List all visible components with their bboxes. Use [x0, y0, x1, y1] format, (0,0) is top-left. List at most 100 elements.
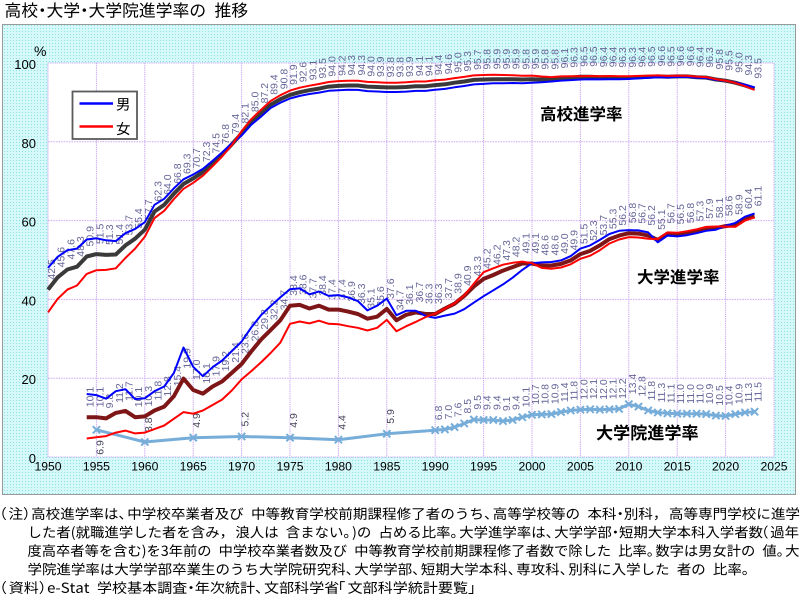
svg-text:96.6: 96.6 [685, 46, 697, 67]
svg-text:93.8: 93.8 [395, 57, 407, 78]
svg-text:34.7: 34.7 [278, 290, 290, 311]
svg-text:96.3: 96.3 [627, 47, 639, 68]
svg-text:96.5: 96.5 [646, 46, 658, 67]
svg-text:96.4: 96.4 [637, 47, 649, 68]
svg-text:11.8: 11.8 [153, 381, 165, 401]
svg-text:94.3: 94.3 [356, 55, 368, 76]
svg-text:60: 60 [22, 215, 36, 230]
svg-text:17.9: 17.9 [211, 356, 223, 377]
svg-text:49.9: 49.9 [569, 230, 581, 251]
svg-text:50.9: 50.9 [85, 226, 97, 247]
svg-text:10.4: 10.4 [724, 385, 736, 406]
svg-text:95.8: 95.8 [549, 49, 561, 70]
svg-text:49.0: 49.0 [559, 233, 571, 254]
svg-text:2010: 2010 [615, 459, 642, 473]
svg-text:11.0: 11.0 [675, 384, 687, 404]
svg-text:3.8: 3.8 [143, 417, 155, 432]
svg-text:9.4: 9.4 [491, 395, 503, 410]
svg-text:56.7: 56.7 [637, 203, 649, 224]
svg-text:11.4: 11.4 [559, 382, 571, 402]
svg-text:93.9: 93.9 [404, 56, 416, 77]
svg-text:11.2: 11.2 [114, 383, 126, 403]
svg-text:6.9: 6.9 [94, 440, 106, 455]
svg-text:12.8: 12.8 [162, 376, 174, 397]
svg-text:85.0: 85.0 [249, 92, 261, 113]
svg-text:47.3: 47.3 [501, 240, 513, 261]
svg-text:64.0: 64.0 [162, 174, 174, 195]
svg-text:76.8: 76.8 [220, 124, 232, 145]
svg-text:11.3: 11.3 [743, 383, 755, 403]
svg-text:100: 100 [14, 57, 36, 72]
svg-text:40: 40 [22, 293, 36, 308]
svg-text:96.5: 96.5 [666, 46, 678, 67]
svg-text:4.9: 4.9 [191, 413, 203, 428]
svg-text:56.8: 56.8 [627, 203, 639, 224]
svg-text:2005: 2005 [567, 459, 594, 473]
svg-text:11.8: 11.8 [569, 381, 581, 401]
svg-text:11.3: 11.3 [656, 383, 668, 403]
svg-text:11.5: 11.5 [753, 382, 765, 402]
svg-text:66.8: 66.8 [172, 163, 184, 184]
svg-text:4.9: 4.9 [288, 413, 300, 428]
svg-text:2000: 2000 [518, 459, 545, 473]
svg-text:2020: 2020 [712, 459, 739, 473]
svg-text:58.6: 58.6 [724, 196, 736, 217]
svg-text:12.0: 12.0 [598, 379, 610, 400]
svg-text:56.2: 56.2 [646, 205, 658, 226]
svg-text:49.1: 49.1 [530, 233, 542, 254]
svg-text:40.9: 40.9 [462, 265, 474, 286]
svg-text:1950: 1950 [34, 459, 61, 473]
svg-text:36.9: 36.9 [346, 281, 358, 302]
svg-text:38.9: 38.9 [453, 273, 465, 294]
svg-text:70.7: 70.7 [191, 148, 203, 169]
svg-text:12.1: 12.1 [607, 379, 619, 400]
svg-text:10.9: 10.9 [733, 384, 745, 405]
svg-text:56.5: 56.5 [675, 204, 687, 225]
svg-text:55.1: 55.1 [656, 209, 668, 230]
svg-text:%: % [34, 43, 46, 59]
svg-text:11.1: 11.1 [666, 383, 678, 403]
svg-text:95.8: 95.8 [714, 49, 726, 70]
svg-text:93.8: 93.8 [385, 57, 397, 78]
svg-text:95.8: 95.8 [520, 49, 532, 70]
svg-text:49.1: 49.1 [520, 233, 532, 254]
svg-text:9.5: 9.5 [472, 395, 484, 410]
svg-text:35.1: 35.1 [365, 288, 377, 309]
svg-text:7.6: 7.6 [453, 402, 465, 417]
svg-text:53.7: 53.7 [598, 215, 610, 236]
svg-text:94.0: 94.0 [365, 56, 377, 77]
svg-text:7.0: 7.0 [443, 405, 455, 420]
svg-text:37.6: 37.6 [385, 278, 397, 299]
svg-text:94.3: 94.3 [346, 55, 358, 76]
svg-text:48.6: 48.6 [549, 235, 561, 256]
svg-text:74.5: 74.5 [211, 133, 223, 154]
svg-text:56.7: 56.7 [666, 203, 678, 224]
svg-text:93.9: 93.9 [375, 56, 387, 77]
svg-text:1985: 1985 [373, 459, 400, 473]
svg-text:57.3: 57.3 [695, 201, 707, 222]
svg-text:72.3: 72.3 [201, 142, 213, 163]
svg-text:1960: 1960 [131, 459, 158, 473]
svg-text:94.3: 94.3 [743, 55, 755, 76]
svg-text:12.0: 12.0 [578, 379, 590, 400]
svg-text:10.5: 10.5 [714, 385, 726, 406]
svg-text:5.9: 5.9 [385, 409, 397, 424]
svg-text:5.2: 5.2 [240, 412, 252, 427]
svg-text:95.9: 95.9 [530, 49, 542, 70]
svg-text:6.8: 6.8 [433, 405, 445, 420]
svg-text:9.4: 9.4 [482, 395, 494, 410]
svg-text:37.7: 37.7 [443, 278, 455, 299]
svg-text:1995: 1995 [470, 459, 497, 473]
svg-text:92.6: 92.6 [298, 62, 310, 83]
svg-text:80: 80 [22, 136, 36, 151]
svg-text:36.1: 36.1 [404, 284, 416, 305]
svg-text:11.8: 11.8 [646, 381, 658, 401]
svg-text:1990: 1990 [422, 459, 449, 473]
svg-text:96.4: 96.4 [695, 47, 707, 68]
svg-text:95.5: 95.5 [724, 50, 736, 71]
svg-text:95.8: 95.8 [482, 49, 494, 70]
svg-text:10.9: 10.9 [549, 384, 561, 405]
svg-text:61.1: 61.1 [753, 186, 765, 207]
svg-text:56.8: 56.8 [685, 203, 697, 224]
svg-text:36.7: 36.7 [414, 282, 426, 303]
